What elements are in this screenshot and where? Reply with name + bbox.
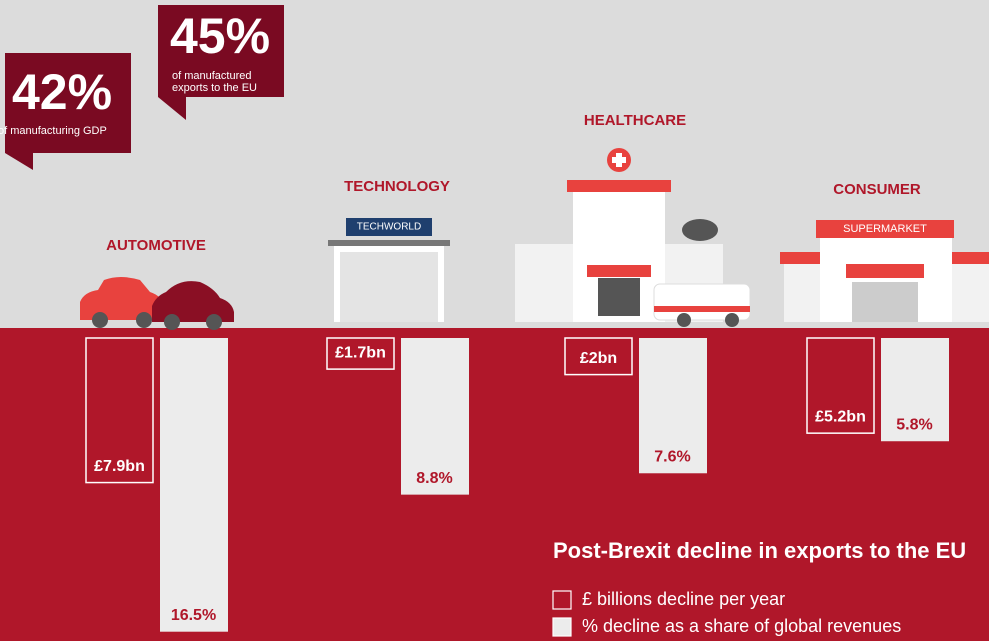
legend-label: % decline as a share of global revenues bbox=[582, 616, 901, 636]
sign-text: SUPERMARKET bbox=[843, 223, 927, 235]
callout-text: of manufactured bbox=[172, 70, 252, 82]
category-label: HEALTHCARE bbox=[584, 112, 686, 129]
callout-value: 45% bbox=[170, 8, 270, 64]
callout-value: 42% bbox=[12, 64, 112, 120]
callout-text: of manufacturing GDP bbox=[0, 125, 107, 137]
category-label: AUTOMOTIVE bbox=[106, 237, 206, 254]
bar bbox=[564, 337, 633, 376]
bar bbox=[401, 338, 469, 495]
bar bbox=[639, 338, 707, 474]
chart-title: Post-Brexit decline in exports to the EU bbox=[553, 538, 966, 563]
bar-label: £1.7bn bbox=[335, 344, 386, 361]
bar bbox=[326, 337, 395, 370]
bar bbox=[85, 337, 154, 484]
callout-45: 45% of manufactured exports to the EU bbox=[158, 5, 284, 120]
legend-label: £ billions decline per year bbox=[582, 589, 785, 609]
callout-42: 42% of manufacturing GDP bbox=[0, 53, 131, 170]
bar-label: £5.2bn bbox=[815, 408, 866, 425]
legend-swatch bbox=[552, 590, 572, 610]
bar-label: 7.6% bbox=[654, 448, 690, 465]
bar-label: 16.5% bbox=[171, 607, 216, 624]
bar-label: £2bn bbox=[580, 350, 617, 367]
bar bbox=[806, 337, 875, 434]
category-label: TECHNOLOGY bbox=[344, 178, 450, 195]
tech-building: TECHWORLD bbox=[328, 218, 450, 322]
bar-label: 8.8% bbox=[416, 470, 452, 487]
legend-swatch bbox=[552, 617, 572, 637]
cars-illustration bbox=[80, 277, 234, 330]
bar-label: 5.8% bbox=[896, 416, 932, 433]
bar-label: £7.9bn bbox=[94, 458, 145, 475]
callout-text: exports to the EU bbox=[172, 82, 257, 94]
bar bbox=[881, 338, 949, 442]
hospital bbox=[515, 148, 751, 327]
supermarket: SUPERMARKET bbox=[780, 220, 989, 322]
category-label: CONSUMER bbox=[833, 181, 921, 198]
sign-text: TECHWORLD bbox=[357, 222, 421, 233]
bar bbox=[160, 338, 228, 632]
